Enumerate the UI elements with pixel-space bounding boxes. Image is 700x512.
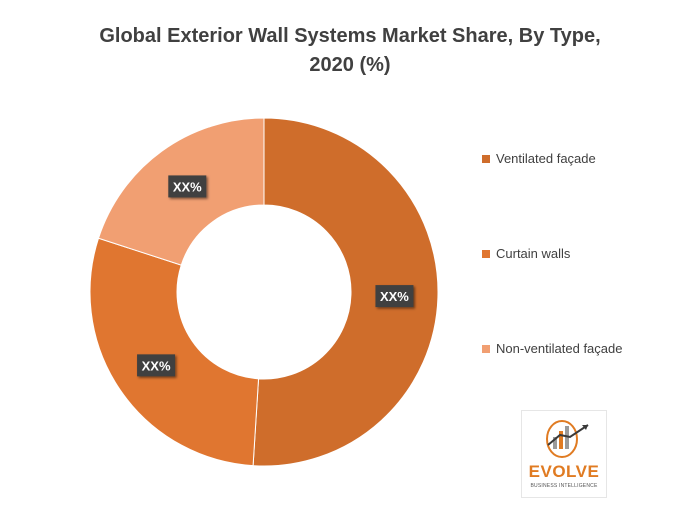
donut-slice-2	[89, 237, 260, 467]
logo-word: EVOLVE	[528, 462, 600, 481]
legend-item-2: Curtain walls	[482, 246, 570, 261]
legend-swatch-2	[482, 249, 490, 258]
data-label-text-2: XX%	[142, 358, 171, 373]
legend-swatch-1	[482, 154, 490, 163]
chart-title-line-2: 2020 (%)	[309, 54, 391, 76]
legend: Ventilated façade Curtain walls Non-ventil…	[482, 0, 692, 512]
data-label-3: XX%	[168, 175, 207, 198]
legend-label-3: Non-ventilated façade	[496, 341, 623, 356]
legend-item-1: Ventilated façade	[482, 151, 596, 166]
chart-title: Global Exterior Wall Systems Market Shar…	[60, 22, 640, 80]
chart-title-line-1: Global Exterior Wall Systems Market Shar…	[99, 25, 601, 47]
data-label-box-2	[137, 354, 176, 377]
data-label-text-1: XX%	[380, 289, 409, 304]
legend-item-3: Non-ventilated façade	[482, 341, 622, 356]
legend-swatch-3	[482, 344, 490, 353]
logo-subtitle: BUSINESS INTELLIGENCE	[530, 483, 598, 489]
evolve-logo: EVOLVE BUSINESS INTELLIGENCE	[521, 410, 607, 498]
legend-label-2: Curtain walls	[496, 246, 571, 261]
data-label-text-3: XX%	[173, 179, 202, 194]
data-label-2: XX%	[137, 354, 176, 377]
data-label-1: XX%	[375, 285, 414, 308]
data-label-box-1	[375, 285, 414, 308]
legend-label-1: Ventilated façade	[496, 151, 596, 166]
logo-chart-icon	[546, 420, 589, 458]
data-label-box-3	[168, 175, 207, 198]
donut-slice-1	[252, 117, 439, 467]
